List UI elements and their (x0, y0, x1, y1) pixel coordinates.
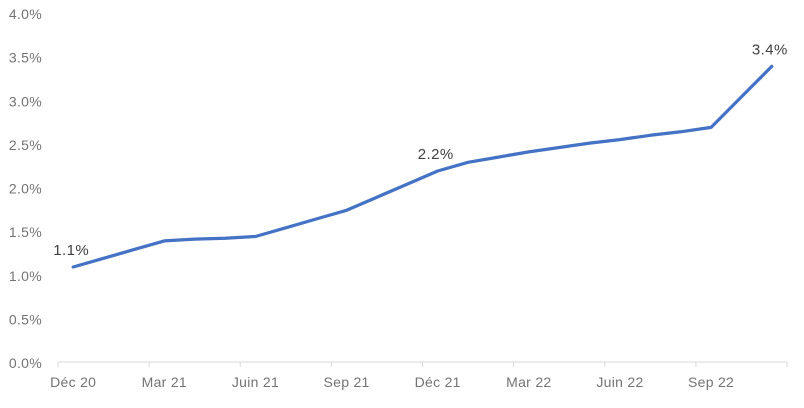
y-axis-tick-label: 1.0% (9, 268, 42, 284)
data-label: 2.2% (418, 146, 454, 163)
x-axis-tick-label: Juin 22 (596, 374, 643, 390)
x-axis-tick-label: Mar 21 (142, 374, 187, 390)
data-label: 3.4% (752, 41, 788, 58)
data-label: 1.1% (53, 242, 89, 259)
x-axis-tick-label: Sep 22 (688, 374, 734, 390)
y-axis-tick-label: 2.5% (9, 137, 42, 153)
x-axis-tick-label: Sep 21 (323, 374, 369, 390)
x-axis-tick-label: Déc 20 (50, 374, 96, 390)
x-axis-tick-label: Juin 21 (232, 374, 279, 390)
y-axis-tick-label: 3.5% (9, 50, 42, 66)
y-axis-tick-label: 1.5% (9, 224, 42, 240)
series-line (71, 64, 774, 269)
y-axis-tick-label: 2.0% (9, 181, 42, 197)
y-axis-tick-label: 4.0% (9, 6, 42, 22)
x-axis-tick-label: Mar 22 (506, 374, 551, 390)
y-axis-tick-label: 0.0% (9, 355, 42, 371)
x-axis-tick-label: Déc 21 (415, 374, 461, 390)
y-axis-tick-label: 3.0% (9, 93, 42, 109)
y-axis-tick-label: 0.5% (9, 311, 42, 327)
